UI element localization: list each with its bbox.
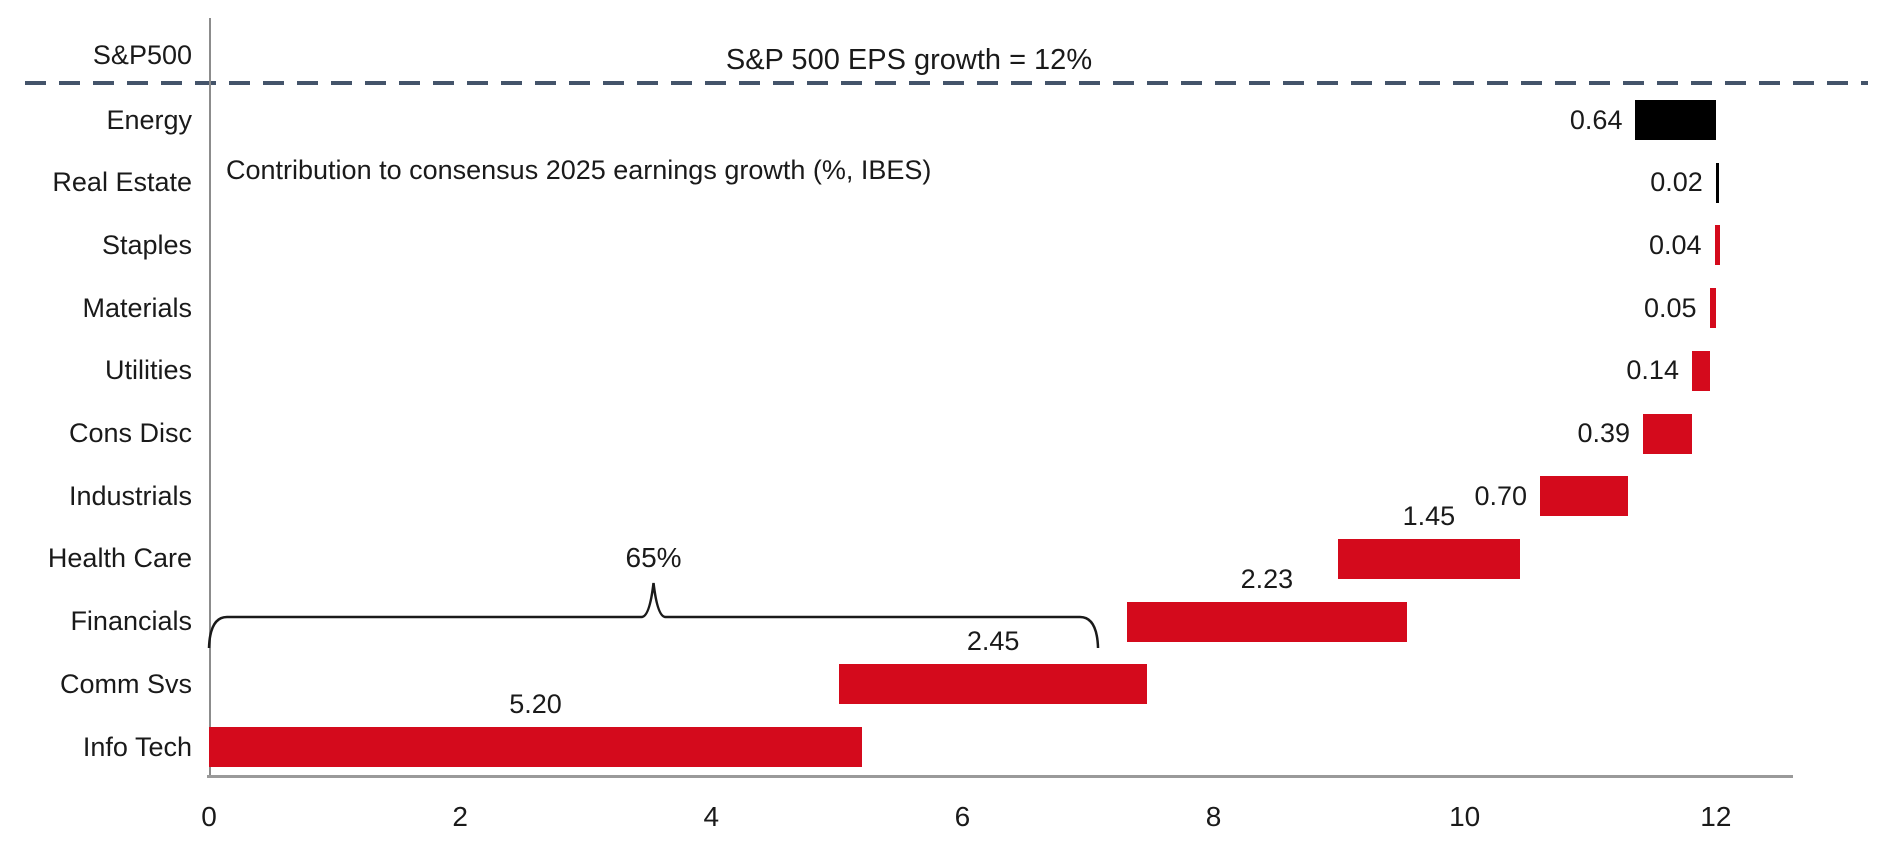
category-label-cons-disc: Cons Disc (68, 418, 192, 448)
reference-dashed-line (25, 81, 1868, 85)
x-tick-10: 10 (1449, 801, 1481, 832)
category-label-info-tech: Info Tech (82, 731, 192, 762)
x-tick-2: 2 (452, 801, 468, 832)
value-label-comm-svs: 2.45 (966, 626, 1020, 657)
bar-staples (1714, 225, 1720, 266)
category-label-materials: Materials (82, 292, 192, 323)
chart-subtitle: Contribution to consensus 2025 earnings … (226, 155, 932, 185)
value-label-real-estate: 0.02 (1650, 167, 1703, 198)
value-label-cons-disc: 0.39 (1577, 418, 1630, 448)
x-tick-12: 12 (1700, 801, 1732, 832)
category-label-real-estate: Real Estate (52, 167, 192, 198)
x-tick-0: 0 (201, 801, 217, 832)
bar-energy (1635, 100, 1716, 140)
value-label-industrials: 0.70 (1474, 480, 1528, 511)
bar-real-estate (1715, 162, 1720, 203)
value-label-info-tech: 5.20 (509, 689, 562, 719)
value-label-utilities: 0.14 (1626, 355, 1679, 386)
category-label-utilities: Utilities (104, 355, 192, 386)
bar-materials (1709, 288, 1716, 329)
value-label-financials: 2.23 (1240, 563, 1294, 594)
value-label-health-care: 1.45 (1402, 500, 1456, 531)
bar-health-care (1337, 538, 1520, 579)
bracket-percentage-label: 65% (625, 542, 682, 573)
y-axis-line (209, 18, 211, 775)
category-label-energy: Energy (106, 104, 192, 135)
x-axis-line (207, 775, 1793, 778)
category-label-comm-svs: Comm Svs (59, 668, 192, 699)
x-tick-4: 4 (703, 801, 720, 832)
value-label-staples: 0.04 (1649, 229, 1702, 260)
bar-cons-disc (1643, 413, 1692, 454)
x-tick-8: 8 (1205, 801, 1222, 832)
x-tick-6: 6 (954, 801, 971, 832)
category-label-health-care: Health Care (47, 543, 192, 574)
category-label-staples: Staples (101, 229, 192, 260)
value-label-energy: 0.64 (1569, 104, 1623, 135)
bar-info-tech (209, 727, 862, 767)
category-label-financials: Financials (70, 606, 192, 637)
bar-utilities (1691, 350, 1710, 391)
category-label-industrials: Industrials (68, 480, 192, 511)
bar-comm-svs (839, 664, 1147, 705)
bar-industrials (1540, 476, 1628, 517)
bar-financials (1126, 601, 1407, 642)
chart-title: S&P 500 EPS growth = 12% (725, 44, 1093, 76)
category-label-s-p500: S&P500 (92, 39, 192, 70)
value-label-materials: 0.05 (1643, 292, 1697, 323)
